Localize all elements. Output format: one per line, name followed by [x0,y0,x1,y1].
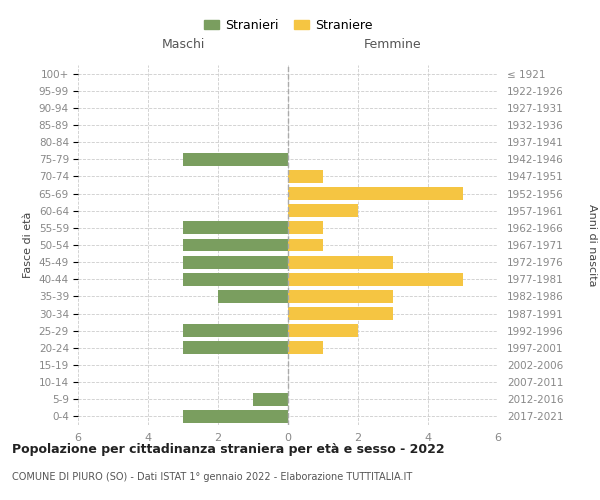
Y-axis label: Fasce di età: Fasce di età [23,212,33,278]
Bar [288,222,323,234]
Bar [183,410,288,423]
Text: COMUNE DI PIURO (SO) - Dati ISTAT 1° gennaio 2022 - Elaborazione TUTTITALIA.IT: COMUNE DI PIURO (SO) - Dati ISTAT 1° gen… [12,472,412,482]
Bar [288,170,323,183]
Bar [288,187,463,200]
Bar [288,324,358,337]
Bar [183,324,288,337]
Text: Maschi: Maschi [161,38,205,51]
Legend: Stranieri, Straniere: Stranieri, Straniere [199,14,377,36]
Bar [288,342,323,354]
Text: Femmine: Femmine [364,38,422,51]
Bar [183,273,288,285]
Bar [288,238,323,252]
Bar [183,256,288,268]
Bar [183,222,288,234]
Bar [288,256,393,268]
Text: Anni di nascita: Anni di nascita [587,204,597,286]
Bar [183,342,288,354]
Bar [218,290,288,303]
Bar [183,153,288,166]
Bar [288,204,358,217]
Bar [288,290,393,303]
Bar [288,273,463,285]
Bar [288,307,393,320]
Bar [183,238,288,252]
Text: Popolazione per cittadinanza straniera per età e sesso - 2022: Popolazione per cittadinanza straniera p… [12,442,445,456]
Bar [253,393,288,406]
